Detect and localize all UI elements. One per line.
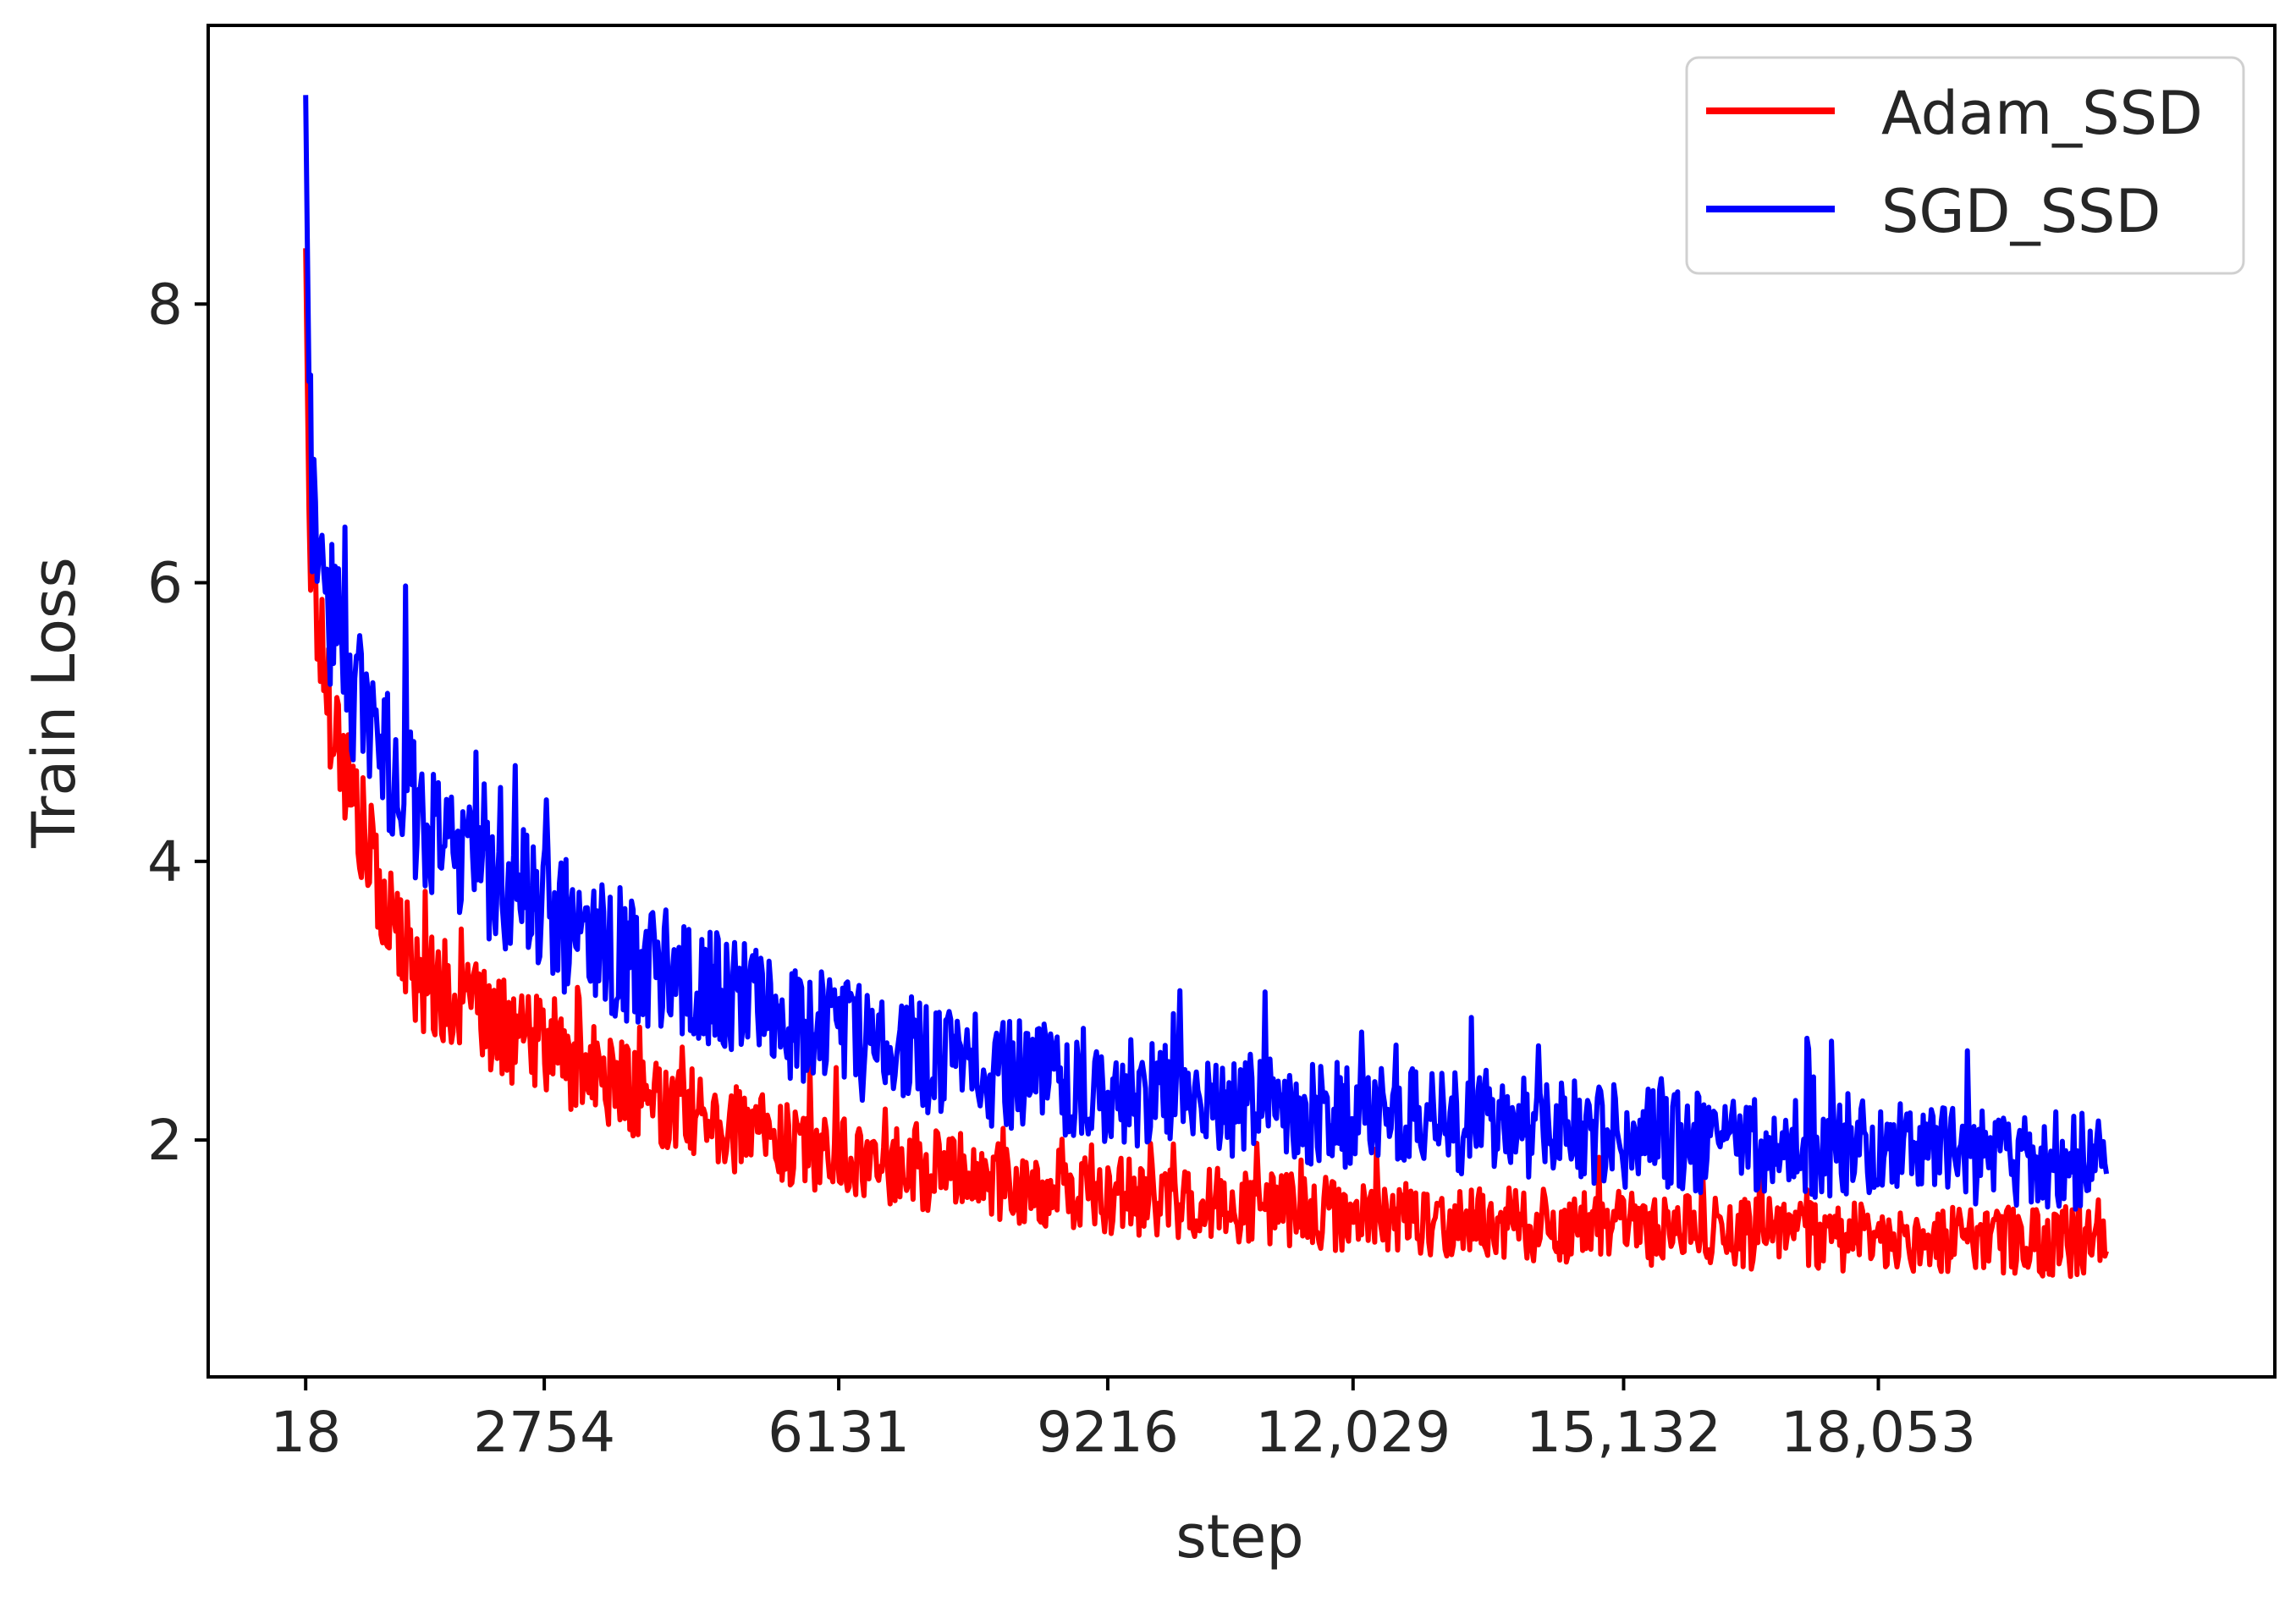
y-axis-label: Train Loss	[19, 557, 89, 849]
x-axis-label: step	[1176, 1502, 1303, 1572]
y-tick-label: 6	[147, 551, 183, 616]
y-tick-label: 8	[147, 272, 183, 337]
x-tick-label: 18	[270, 1400, 341, 1465]
x-axis: 18 2754 6131 9216 12,029 15,132 18,053	[270, 1377, 1976, 1465]
x-tick-label: 12,029	[1255, 1400, 1451, 1465]
x-tick-label: 9216	[1037, 1400, 1179, 1465]
series-line-sgd-ssd	[303, 95, 2110, 1212]
legend-label-adam: Adam_SSD	[1881, 79, 2203, 148]
y-tick-label: 4	[147, 829, 183, 895]
y-tick-label: 2	[147, 1108, 183, 1173]
x-tick-label: 15,132	[1526, 1400, 1721, 1465]
series-layer	[303, 95, 2110, 1280]
legend: Adam_SSD SGD_SSD	[1685, 56, 2245, 275]
legend-label-sgd: SGD_SSD	[1881, 177, 2161, 246]
x-tick-label: 6131	[768, 1400, 910, 1465]
y-axis: 2 4 6 8	[147, 272, 208, 1173]
series-line-adam-ssd	[303, 248, 2109, 1280]
x-tick-label: 2754	[473, 1400, 615, 1465]
x-tick-label: 18,053	[1781, 1400, 1976, 1465]
